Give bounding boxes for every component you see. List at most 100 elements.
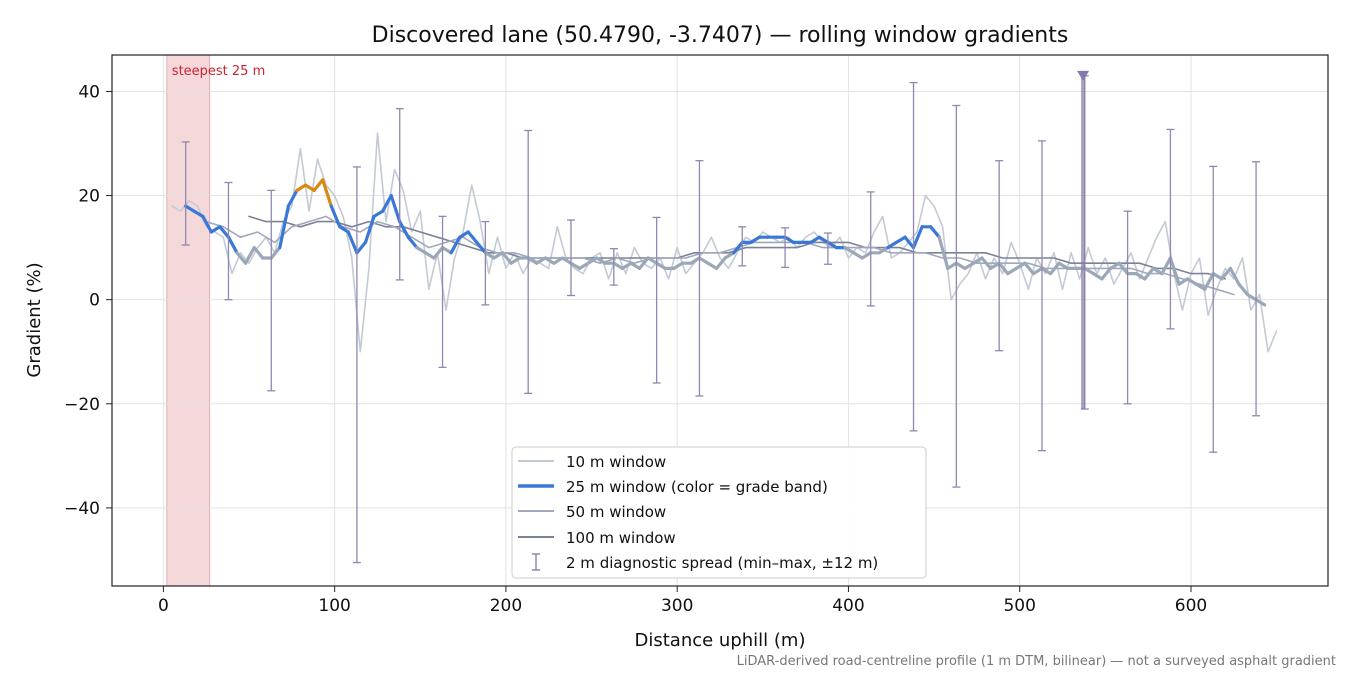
series-25m-segment	[586, 256, 599, 265]
series-25m-segment	[612, 261, 625, 270]
series-25m-segment	[423, 251, 436, 260]
series-25m-segment	[817, 235, 830, 244]
x-axis: 0 100 200 300 400 500 600	[158, 586, 1207, 616]
steepest-25m-shade	[166, 54, 211, 587]
series-25m-segment	[732, 240, 744, 255]
y-tick-label: −40	[64, 499, 100, 519]
series-25m-segment	[1160, 256, 1173, 276]
series-25m-segment	[1228, 266, 1241, 286]
series-25m-segment	[1100, 266, 1113, 281]
series-25m-segment	[252, 246, 265, 260]
diag-errorbar	[1123, 210, 1132, 405]
legend-box	[511, 446, 927, 579]
legend-label-50m: 50 m window	[566, 503, 666, 521]
series-25m-segment	[851, 251, 864, 260]
series-25m-segment	[1194, 282, 1207, 291]
series-25m-segment	[672, 261, 684, 270]
chart-title: Discovered lane (50.4790, -3.7407) — rol…	[372, 23, 1069, 48]
diag-errorbar	[352, 166, 361, 564]
diag-errorbar	[652, 216, 661, 384]
series-25m-segment	[526, 256, 539, 265]
series-25m-segment	[475, 240, 487, 255]
series-25m-segment	[560, 256, 573, 265]
series-25m-segment	[843, 246, 856, 255]
series-25m-segment	[1108, 261, 1121, 270]
series-25m-segment	[1040, 266, 1053, 276]
series-25m-segment	[406, 235, 419, 250]
diag-errorbar	[181, 141, 190, 246]
series-25m-segment	[1177, 277, 1190, 286]
series-layer	[171, 132, 1278, 353]
series-25m-segment	[569, 261, 582, 270]
series-25m-segment	[1254, 298, 1267, 307]
series-25m-segment	[963, 261, 976, 270]
series-25m-segment	[1083, 266, 1096, 276]
series-25m-segment	[415, 246, 427, 255]
series-25m-segment	[637, 256, 650, 270]
series-25m-segment	[303, 183, 316, 192]
series-25m-segment	[466, 230, 479, 244]
series-25m-segment	[1143, 266, 1155, 281]
diag-errorbar	[395, 107, 404, 281]
series-25m-segment	[372, 209, 385, 218]
series-25m-segment	[1203, 272, 1215, 291]
diag-errorbar	[952, 104, 961, 488]
series-25m-segment	[654, 261, 667, 270]
series-25m-segment	[629, 261, 642, 270]
diag-errorbar	[481, 220, 490, 306]
series-25m-segment	[312, 178, 325, 192]
series-25m-segment	[1168, 256, 1181, 286]
y-tick-label: 20	[78, 187, 100, 207]
plot-frame	[111, 54, 1329, 587]
series-25m-segment	[543, 256, 556, 265]
series-25m-segment	[595, 256, 607, 265]
y-tick-label: −20	[64, 395, 100, 415]
series-25m-segment	[1237, 282, 1250, 297]
steepest-marker	[1077, 70, 1090, 409]
series-25m-segment	[192, 209, 205, 218]
diag-errorbar	[781, 227, 790, 269]
series-25m-segment	[809, 235, 821, 244]
series-25m-segment	[244, 246, 256, 265]
y-tick-label: 40	[78, 82, 100, 102]
series-25m-segment	[929, 225, 941, 239]
diag-errorbar	[224, 181, 233, 301]
series-25m-segment	[1023, 261, 1036, 276]
footnote: LiDAR-derived road-centreline profile (1…	[737, 654, 1336, 669]
series-25m-segment	[937, 235, 950, 270]
x-tick-label: 0	[158, 596, 169, 616]
series-25m-segment	[338, 225, 350, 234]
series-25m-segment	[355, 240, 368, 255]
series-25m-segment	[278, 204, 290, 250]
diag-errorbar	[1037, 140, 1046, 452]
series-25m-segment	[500, 251, 513, 265]
series-25m-segment	[646, 256, 659, 265]
series-25m-segment	[209, 225, 222, 234]
y-axis: −40 −20 0 20 40	[64, 82, 112, 519]
legend: 10 m window 25 m window (color = grade b…	[511, 446, 927, 579]
series-25m-segment	[226, 235, 239, 255]
diag-errorbar	[695, 160, 704, 397]
series-25m-segment	[620, 261, 633, 270]
series-25m-segment	[381, 194, 393, 213]
legend-label-100m: 100 m window	[566, 529, 676, 547]
series-25m-segment	[894, 235, 907, 244]
series-25m-segment	[689, 256, 702, 265]
steepest-marker-triangle	[1077, 70, 1090, 81]
series-25m-segment	[509, 256, 522, 265]
x-tick-label: 200	[490, 596, 522, 616]
legend-label-10m: 10 m window	[566, 453, 666, 471]
series-25m-segment	[988, 261, 1001, 270]
diag-errorbar	[909, 81, 918, 432]
series-25m-segment	[1220, 266, 1233, 281]
series-50m-line	[205, 215, 1235, 296]
diag-errorbar	[866, 191, 875, 307]
series-25m-segment	[714, 256, 727, 270]
series-25m-segment	[783, 235, 796, 244]
x-tick-label: 500	[1003, 596, 1035, 616]
x-tick-label: 300	[661, 596, 693, 616]
series-25m-segment	[483, 251, 496, 260]
x-axis-label: Distance uphill (m)	[635, 630, 806, 651]
series-25m-segment	[903, 235, 916, 250]
series-25m-segment	[201, 214, 213, 234]
